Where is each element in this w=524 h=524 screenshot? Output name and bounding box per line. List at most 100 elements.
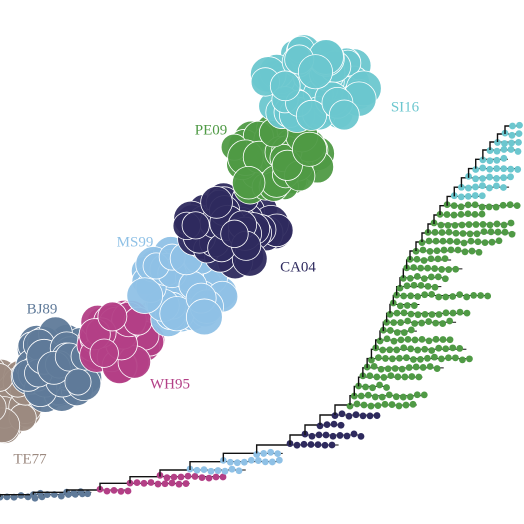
tree-tip xyxy=(84,490,92,498)
tree-tip xyxy=(268,458,276,466)
tree-tip xyxy=(478,203,486,211)
tree-tip xyxy=(377,365,385,373)
tree-tip xyxy=(506,201,514,209)
tree-tip xyxy=(442,293,450,301)
tree-tip xyxy=(499,201,507,209)
tree-tip xyxy=(472,175,479,183)
tree-tip xyxy=(411,336,419,344)
tree-tip xyxy=(328,441,336,449)
tree-tip xyxy=(493,220,501,228)
tree-tip xyxy=(507,219,515,227)
tree-tip xyxy=(205,474,213,482)
tree-tip xyxy=(410,356,417,363)
tree-tip xyxy=(384,365,392,373)
tree-tip xyxy=(460,239,468,247)
tree-tip xyxy=(446,317,454,325)
tree-tip xyxy=(425,318,433,325)
tree-tip xyxy=(475,248,483,256)
tree-tip xyxy=(369,384,376,392)
strain-point xyxy=(328,99,360,131)
tree-tip xyxy=(480,228,488,236)
tree-tip xyxy=(360,401,368,409)
tree-tip xyxy=(474,238,482,246)
tree-tip xyxy=(212,473,220,481)
tree-tip xyxy=(36,489,44,497)
tree-tip xyxy=(452,354,459,362)
tree-tip xyxy=(407,310,415,318)
tree-tip xyxy=(410,302,418,309)
tree-tip xyxy=(350,430,358,438)
tree-tip xyxy=(10,493,18,501)
tree-tip xyxy=(442,309,450,317)
tree-tip xyxy=(507,146,515,153)
tree-tip xyxy=(495,237,503,245)
antigenic-map xyxy=(0,34,382,444)
tree-tip xyxy=(414,346,422,354)
tree-tip xyxy=(200,466,208,474)
tree-tip xyxy=(441,255,449,263)
tree-tip xyxy=(432,335,440,343)
tree-tip xyxy=(293,441,301,449)
tree-tip xyxy=(452,229,460,237)
tree-tip xyxy=(451,221,459,229)
tree-tip xyxy=(417,264,425,272)
tree-tip xyxy=(247,456,255,464)
tree-tip xyxy=(421,291,429,299)
tree-tip xyxy=(433,365,441,372)
tree-tip xyxy=(364,391,372,399)
tree-tip xyxy=(424,282,432,290)
tree-tip xyxy=(57,492,65,500)
tree-tip xyxy=(514,166,522,173)
tree-tip xyxy=(439,320,447,327)
tree-tip xyxy=(376,337,384,345)
tree-tip xyxy=(399,393,407,401)
tree-tip xyxy=(378,393,386,401)
tree-tip xyxy=(147,479,155,486)
tree-tip xyxy=(17,492,25,499)
tree-tip xyxy=(486,173,493,181)
tree-branch xyxy=(222,452,257,462)
tree-tip xyxy=(456,345,464,352)
tree-tip xyxy=(408,373,416,380)
tree-tip xyxy=(471,192,479,199)
tree-tip xyxy=(338,410,346,418)
tree-tip xyxy=(400,344,408,352)
tree-tip xyxy=(413,255,421,263)
tree-tip xyxy=(396,354,403,362)
tree-tip xyxy=(438,266,446,273)
tree-tip xyxy=(353,400,361,408)
tree-tip xyxy=(380,374,388,381)
tree-tip xyxy=(463,309,471,317)
tree-tip xyxy=(414,293,422,300)
tree-tip xyxy=(431,353,438,361)
tree-tip xyxy=(479,175,486,182)
tree-tip xyxy=(362,383,369,391)
tree-tip xyxy=(103,487,111,495)
tree-tip xyxy=(395,402,403,410)
tree-tip xyxy=(488,238,496,246)
tree-tip xyxy=(507,165,515,173)
tree-branch xyxy=(159,469,190,477)
tree-tip xyxy=(70,489,78,497)
tree-tip xyxy=(479,182,486,190)
tree-tip xyxy=(261,458,269,466)
tree-tip xyxy=(381,400,389,408)
tree-branch xyxy=(319,414,335,425)
tree-tip xyxy=(366,372,374,380)
tree-tip xyxy=(316,422,324,430)
tree-tip xyxy=(235,467,243,475)
tree-tip xyxy=(400,309,408,317)
tree-tip xyxy=(191,473,199,480)
tree-tip xyxy=(486,184,493,192)
tree-tip xyxy=(428,347,436,354)
tree-tip xyxy=(110,486,118,494)
tree-tip xyxy=(466,230,474,238)
tree-tip xyxy=(168,479,176,487)
tree-tip xyxy=(386,346,394,354)
tree-tip xyxy=(140,479,148,487)
tree-tip xyxy=(382,355,389,362)
tree-tip xyxy=(177,473,185,481)
tree-tip xyxy=(161,480,169,488)
tree-tip xyxy=(346,402,354,410)
